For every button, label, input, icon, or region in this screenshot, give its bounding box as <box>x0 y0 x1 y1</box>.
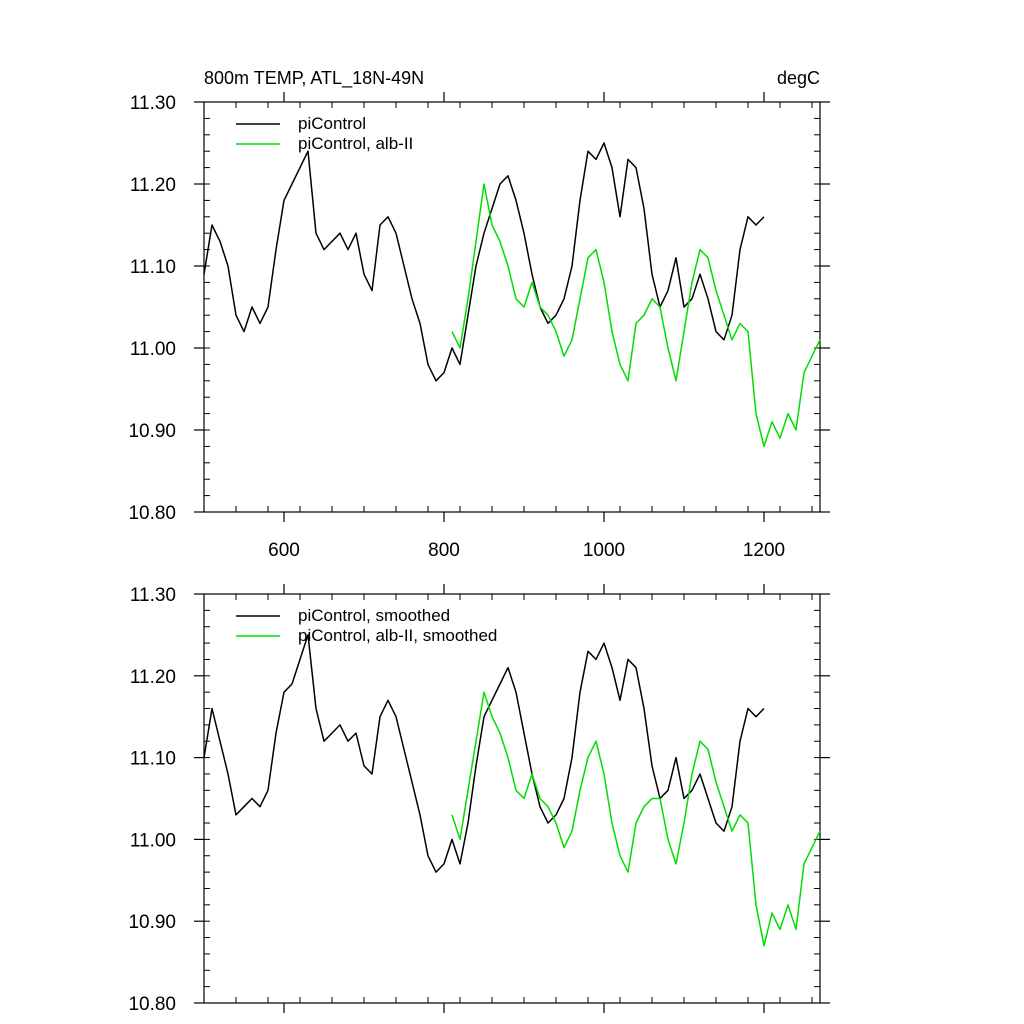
x-tick-label: 600 <box>268 540 300 561</box>
series-line <box>203 634 765 873</box>
legend-label: piControl <box>298 114 366 133</box>
y-tick-label: 11.00 <box>130 339 176 360</box>
series-line <box>451 183 821 448</box>
y-tick-label: 11.10 <box>130 749 176 770</box>
x-tick-label: 1000 <box>583 540 625 561</box>
y-tick-label: 11.10 <box>130 257 176 278</box>
top-panel: 600 800 1000 1200 10.80 10.90 11.00 11.10 11.20 1… <box>128 92 830 561</box>
legend-label: piControl, smoothed <box>298 606 450 625</box>
series-line <box>203 142 765 382</box>
y-tick-label: 11.20 <box>130 175 176 196</box>
legend-label: piControl, alb-II <box>298 134 413 153</box>
plot-frame <box>203 101 821 513</box>
y-tick-label: 11.20 <box>130 667 176 688</box>
y-tick-label: 11.30 <box>130 93 176 114</box>
bottom-panel: 10.80 10.90 11.00 11.10 11.20 11.30 piControl,… <box>128 584 830 1015</box>
y-tick-label: 10.90 <box>128 421 176 442</box>
y-tick-label: 10.80 <box>128 503 176 524</box>
y-tick-label: 10.90 <box>128 912 176 933</box>
chart-units: degC <box>777 68 820 88</box>
plot-frame <box>203 593 821 1004</box>
x-tick-label: 1200 <box>743 540 785 561</box>
y-tick-label: 11.30 <box>130 585 176 606</box>
x-tick-label: 800 <box>428 540 460 561</box>
legend-label: piControl, alb-II, smoothed <box>298 626 497 645</box>
y-tick-label: 10.80 <box>128 994 176 1015</box>
y-tick-label: 11.00 <box>130 830 176 851</box>
series-line <box>451 691 821 947</box>
chart-title: 800m TEMP, ATL_18N-49N <box>204 68 424 89</box>
